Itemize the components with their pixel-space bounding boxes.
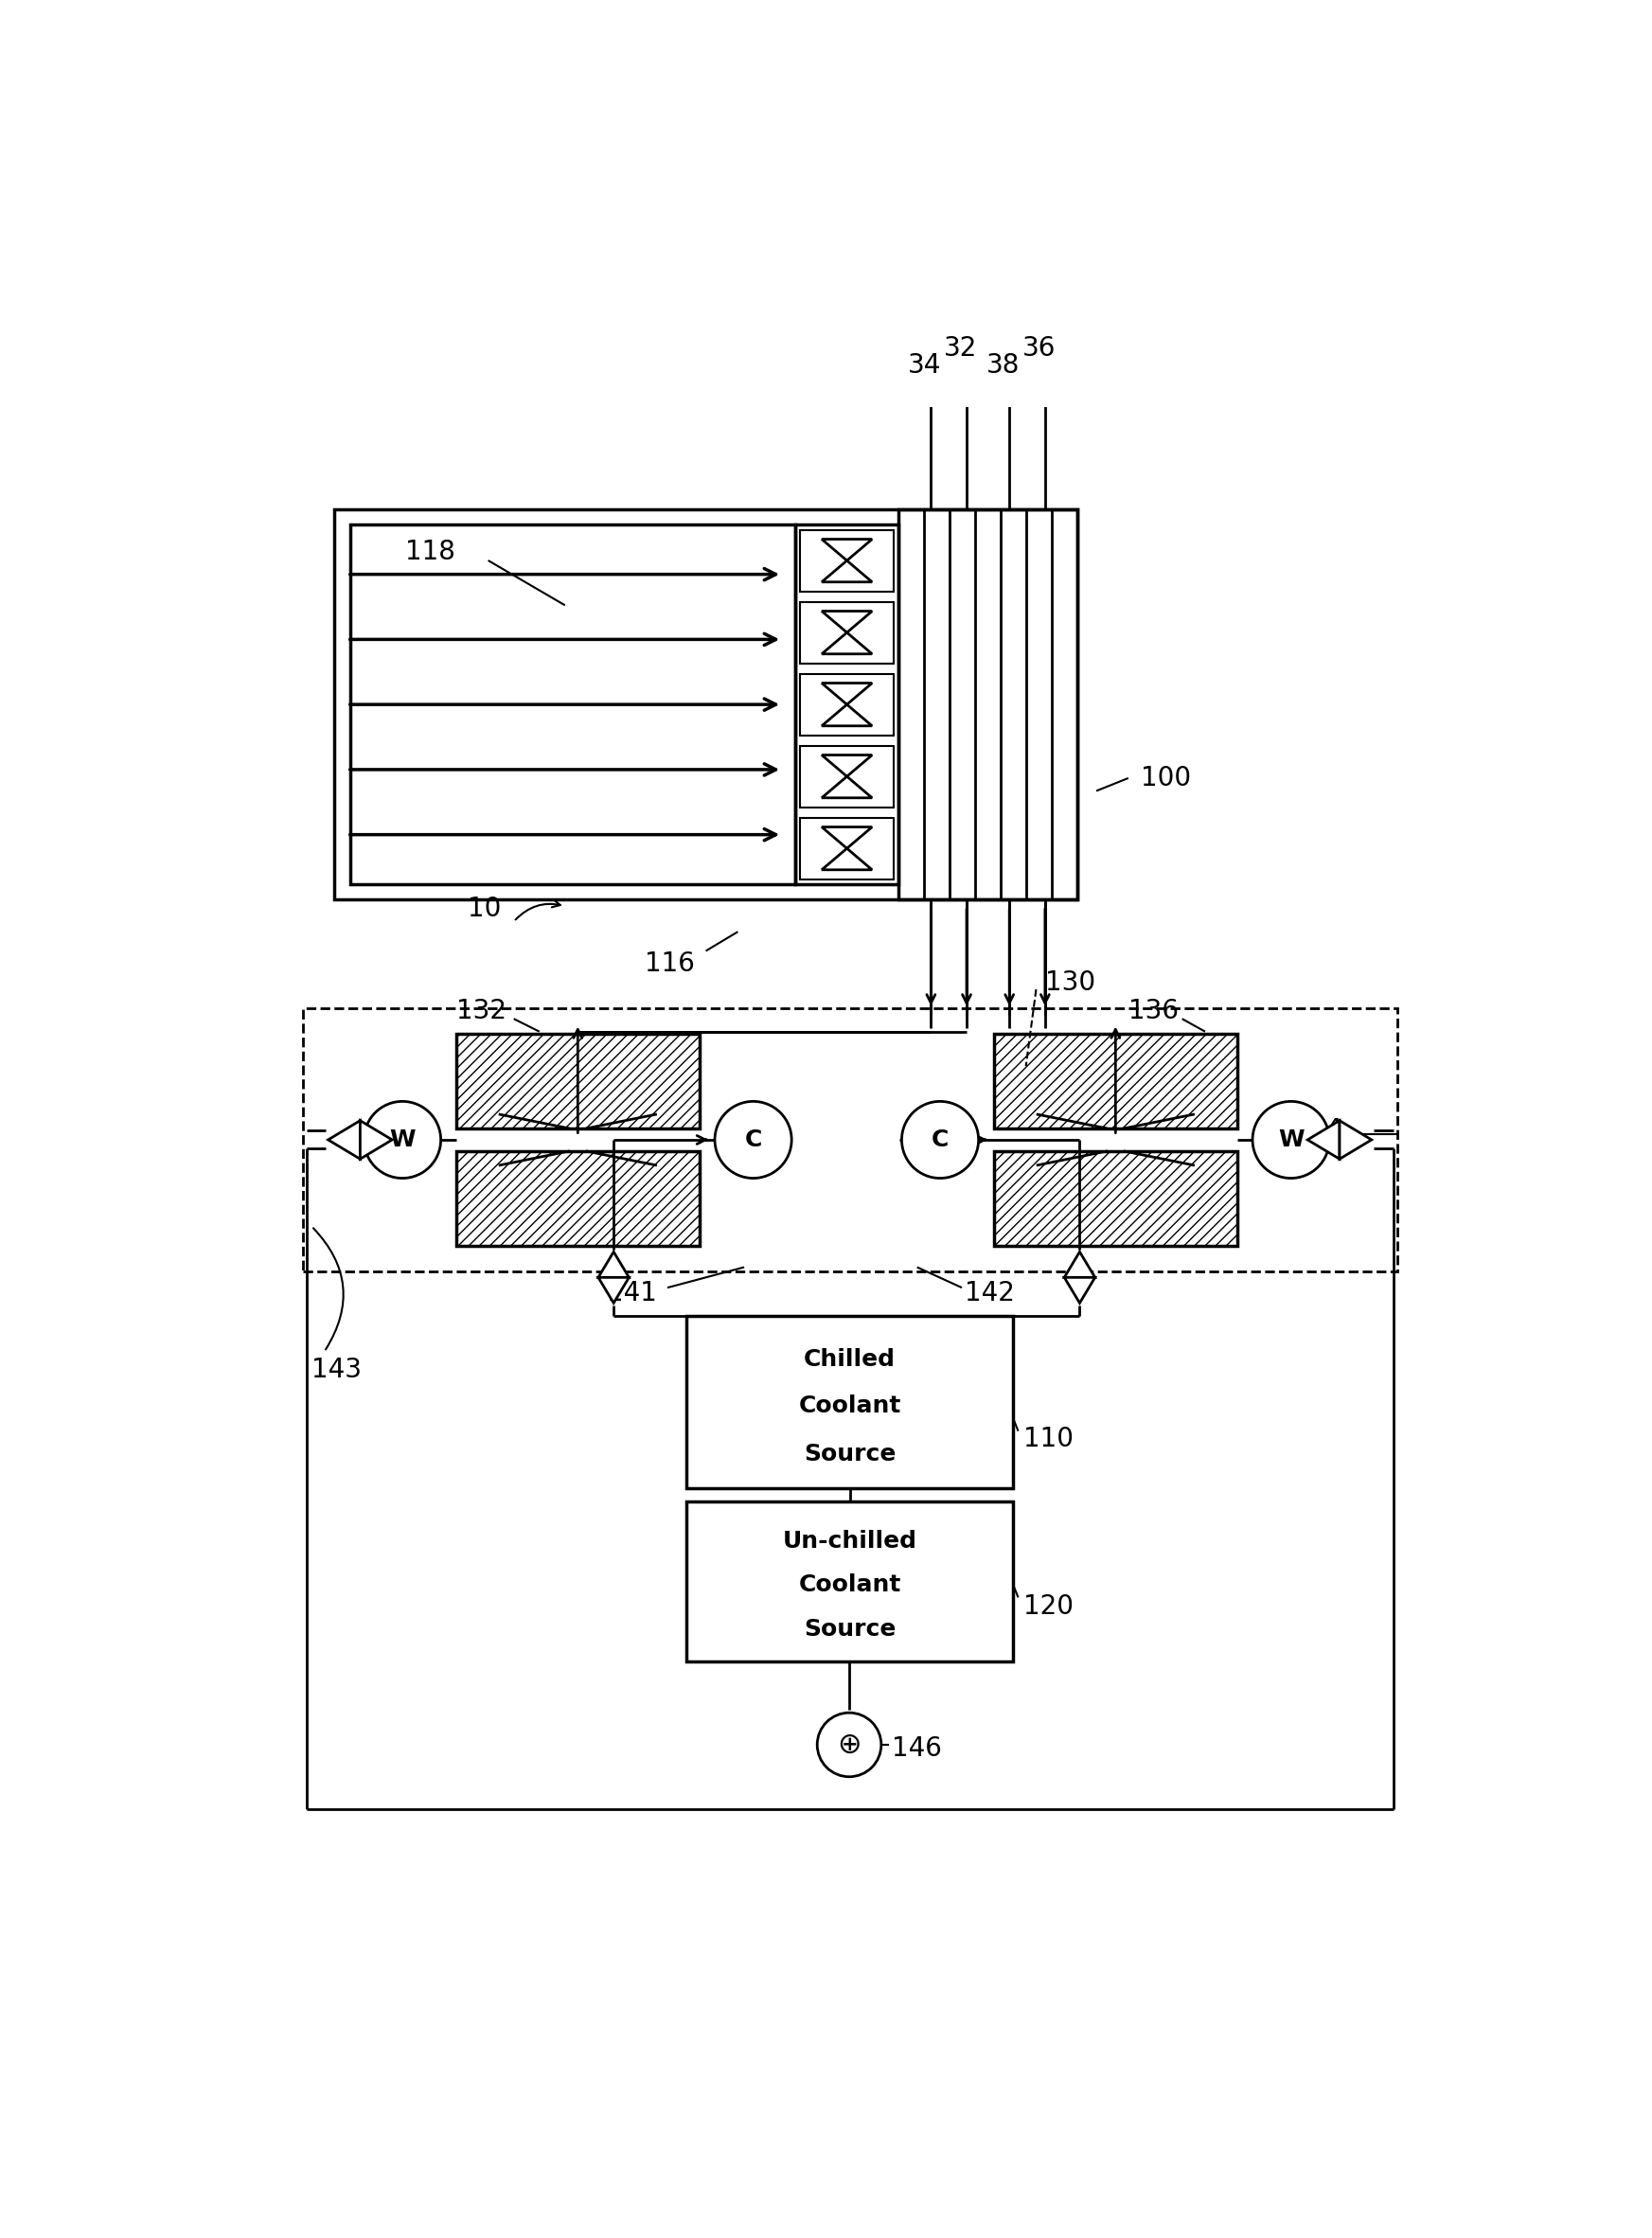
Text: Chilled: Chilled bbox=[805, 1347, 895, 1370]
Text: 143: 143 bbox=[312, 1356, 362, 1383]
Text: 136: 136 bbox=[1128, 998, 1180, 1025]
Bar bbox=[800, 745, 894, 808]
Text: Coolant: Coolant bbox=[798, 1573, 900, 1596]
Text: 32: 32 bbox=[943, 336, 976, 363]
Polygon shape bbox=[598, 1251, 629, 1278]
Text: 100: 100 bbox=[1142, 765, 1191, 792]
Polygon shape bbox=[1340, 1121, 1371, 1159]
Polygon shape bbox=[1307, 1121, 1340, 1159]
Text: 116: 116 bbox=[644, 951, 695, 978]
Text: Coolant: Coolant bbox=[798, 1394, 900, 1417]
Text: 146: 146 bbox=[892, 1734, 942, 1761]
Circle shape bbox=[363, 1101, 441, 1177]
Bar bbox=[899, 510, 1077, 900]
Text: 144: 144 bbox=[1292, 1117, 1343, 1144]
Polygon shape bbox=[360, 1121, 392, 1159]
Bar bbox=[302, 1009, 1398, 1271]
Bar bbox=[350, 524, 795, 884]
Polygon shape bbox=[1064, 1278, 1095, 1303]
Polygon shape bbox=[598, 1278, 629, 1303]
Bar bbox=[800, 817, 894, 880]
Text: 142: 142 bbox=[965, 1280, 1014, 1307]
Text: C: C bbox=[745, 1128, 762, 1150]
Polygon shape bbox=[1064, 1251, 1095, 1278]
Bar bbox=[800, 674, 894, 736]
Text: ⊕: ⊕ bbox=[838, 1730, 861, 1759]
Bar bbox=[995, 1150, 1237, 1244]
Text: 110: 110 bbox=[1023, 1426, 1074, 1452]
Text: 141: 141 bbox=[606, 1280, 657, 1307]
Text: 38: 38 bbox=[986, 351, 1019, 378]
Text: Un-chilled: Un-chilled bbox=[783, 1531, 917, 1553]
Polygon shape bbox=[329, 1121, 360, 1159]
Text: 130: 130 bbox=[1046, 969, 1095, 996]
Circle shape bbox=[715, 1101, 791, 1177]
Bar bbox=[995, 1034, 1237, 1128]
Text: C: C bbox=[932, 1128, 948, 1150]
Bar bbox=[687, 1316, 1013, 1488]
Text: 36: 36 bbox=[1023, 336, 1056, 363]
Bar bbox=[800, 530, 894, 591]
FancyArrowPatch shape bbox=[314, 1229, 344, 1350]
Bar bbox=[687, 1502, 1013, 1661]
Circle shape bbox=[818, 1712, 881, 1777]
Text: Source: Source bbox=[805, 1618, 895, 1640]
Text: 120: 120 bbox=[1023, 1593, 1074, 1620]
Text: 10: 10 bbox=[468, 895, 501, 922]
Circle shape bbox=[902, 1101, 978, 1177]
Text: W: W bbox=[390, 1128, 415, 1150]
Text: W: W bbox=[1279, 1128, 1303, 1150]
Bar bbox=[334, 510, 1077, 900]
Bar bbox=[800, 602, 894, 662]
Text: 34: 34 bbox=[909, 351, 942, 378]
Circle shape bbox=[1252, 1101, 1330, 1177]
Bar bbox=[456, 1034, 699, 1128]
Bar bbox=[795, 524, 899, 884]
FancyArrowPatch shape bbox=[515, 900, 560, 920]
Text: Source: Source bbox=[805, 1444, 895, 1466]
Bar bbox=[456, 1150, 699, 1244]
Text: 132: 132 bbox=[456, 998, 507, 1025]
Text: 118: 118 bbox=[405, 539, 456, 564]
